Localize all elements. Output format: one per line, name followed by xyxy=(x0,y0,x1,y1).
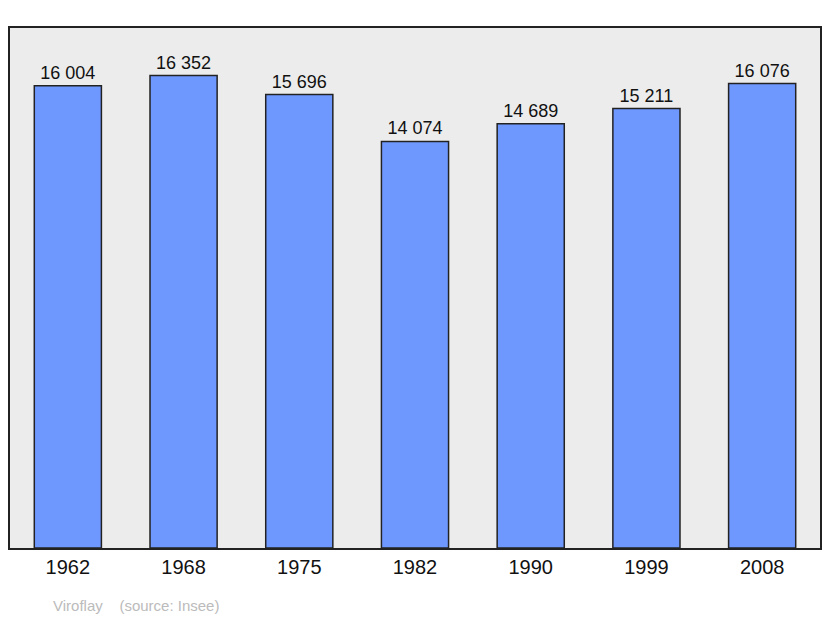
svg-text:1975: 1975 xyxy=(277,556,322,578)
svg-text:1968: 1968 xyxy=(161,556,206,578)
svg-text:14 074: 14 074 xyxy=(387,118,442,138)
svg-text:16 076: 16 076 xyxy=(735,61,790,81)
svg-text:14 689: 14 689 xyxy=(503,101,558,121)
svg-text:1962: 1962 xyxy=(46,556,91,578)
svg-text:16 004: 16 004 xyxy=(40,63,95,83)
svg-text:15 696: 15 696 xyxy=(272,72,327,92)
svg-text:Viroflay (source: Insee): Viroflay (source: Insee) xyxy=(53,597,219,614)
svg-text:1990: 1990 xyxy=(508,556,553,578)
svg-text:16 352: 16 352 xyxy=(156,53,211,73)
svg-text:1982: 1982 xyxy=(393,556,438,578)
svg-text:2008: 2008 xyxy=(740,556,785,578)
svg-text:15 211: 15 211 xyxy=(620,86,674,106)
svg-text:1999: 1999 xyxy=(624,556,669,578)
